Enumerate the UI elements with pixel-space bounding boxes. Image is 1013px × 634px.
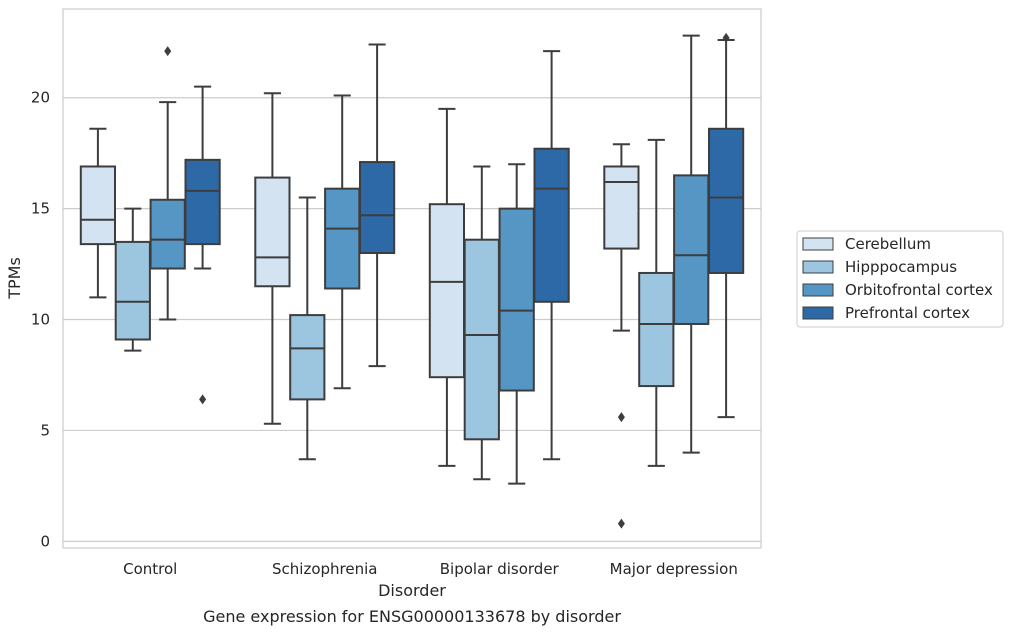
box-hipppocampus-schizophrenia	[289, 196, 326, 461]
outlier-point	[617, 518, 625, 529]
iqr-box	[79, 165, 117, 246]
legend-item-prefrontal-cortex: Prefrontal cortex	[802, 304, 970, 322]
iqr-box	[498, 207, 535, 392]
plot-area-frame	[62, 8, 762, 549]
legend-label: Cerebellum	[845, 235, 931, 253]
box-cerebellum-control	[79, 127, 117, 299]
iqr-box	[673, 174, 710, 325]
outlier-point	[199, 394, 207, 405]
box-orbitofrontal-cortex-bipolar-disorder	[498, 163, 535, 485]
iqr-box	[638, 271, 675, 388]
y-tick-label: 20	[31, 89, 50, 107]
iqr-box	[533, 147, 570, 303]
y-tick-label: 0	[40, 532, 50, 550]
box-hipppocampus-control	[114, 207, 151, 352]
box-group-major-depression	[603, 32, 745, 529]
box-group-schizophrenia	[254, 43, 396, 461]
box-prefrontal-cortex-schizophrenia	[358, 43, 396, 368]
box-cerebellum-schizophrenia	[254, 92, 291, 425]
x-tick-labels: Control Schizophrenia Bipolar disorder Majo…	[123, 560, 738, 578]
iqr-box	[463, 238, 500, 441]
y-tick-label: 5	[40, 421, 50, 439]
box-group-bipolar-disorder	[428, 50, 570, 485]
iqr-box	[254, 176, 291, 288]
box-prefrontal-cortex-bipolar-disorder	[533, 50, 570, 461]
box-prefrontal-cortex-major-depression	[707, 32, 745, 419]
box-prefrontal-cortex-control	[184, 85, 221, 405]
legend-item-hipppocampus: Hipppocampus	[802, 258, 957, 276]
iqr-box	[428, 203, 466, 379]
box-orbitofrontal-cortex-schizophrenia	[324, 94, 361, 390]
box-orbitofrontal-cortex-control	[149, 46, 186, 321]
legend-label: Orbitofrontal cortex	[845, 281, 993, 299]
x-tick-label: Schizophrenia	[272, 560, 377, 578]
y-axis-label: TPMs	[5, 257, 24, 300]
iqr-box	[707, 127, 745, 274]
legend-swatch	[802, 260, 834, 274]
legend: Cerebellum Hipppocampus Orbitofrontal cort…	[796, 230, 1004, 328]
box-cerebellum-major-depression	[603, 143, 640, 529]
y-tick-labels: 0 5 10 15 20	[31, 89, 50, 551]
iqr-box	[114, 240, 151, 341]
iqr-box	[603, 165, 640, 250]
iqr-box	[149, 198, 186, 270]
x-tick-label: Major depression	[610, 560, 738, 578]
legend-swatch	[802, 283, 834, 297]
y-tick-label: 15	[31, 200, 50, 218]
iqr-box	[184, 158, 221, 246]
iqr-box	[324, 187, 361, 290]
outlier-point	[722, 32, 730, 43]
box-hipppocampus-major-depression	[638, 138, 675, 467]
x-axis-label: Disorder	[378, 581, 446, 600]
chart-caption: Gene expression for ENSG00000133678 by d…	[203, 607, 621, 626]
legend-item-orbitofrontal-cortex: Orbitofrontal cortex	[802, 281, 993, 299]
legend-label: Hipppocampus	[845, 258, 957, 276]
legend-swatch	[802, 306, 834, 320]
iqr-box	[289, 314, 326, 401]
legend-swatch	[802, 237, 834, 251]
outlier-point	[164, 46, 172, 57]
x-tick-label: Bipolar disorder	[440, 560, 560, 578]
box-hipppocampus-bipolar-disorder	[463, 165, 500, 481]
legend-label: Prefrontal cortex	[845, 304, 970, 322]
x-tick-label: Control	[123, 560, 177, 578]
outlier-point	[617, 412, 625, 423]
y-tick-label: 10	[31, 311, 50, 329]
box-group-control	[79, 46, 221, 405]
iqr-box	[358, 161, 396, 254]
box-cerebellum-bipolar-disorder	[428, 107, 466, 467]
legend-frame	[796, 230, 1004, 328]
box-groups	[79, 32, 745, 529]
box-orbitofrontal-cortex-major-depression	[673, 34, 710, 454]
legend-item-cerebellum: Cerebellum	[802, 235, 931, 253]
